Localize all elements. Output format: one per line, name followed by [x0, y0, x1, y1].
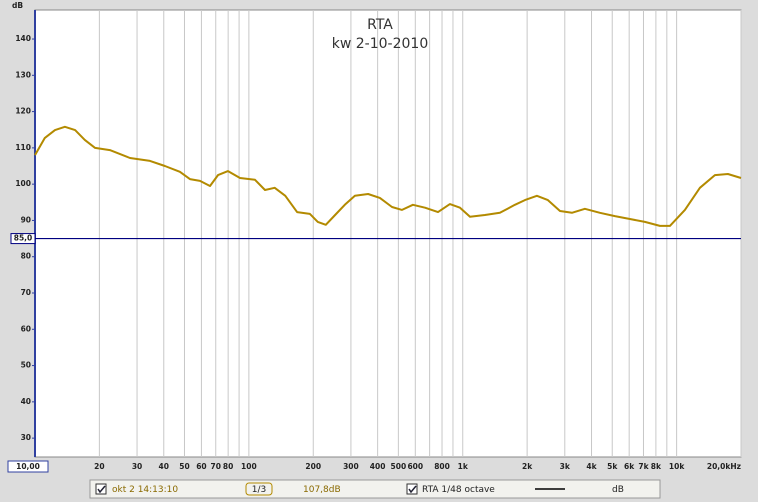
- x-tick-label: 400: [370, 462, 386, 471]
- legend-rta[interactable]: RTA 1/48 octave: [422, 485, 495, 495]
- legend-unit: dB: [612, 485, 624, 495]
- x-tick-label: 300: [343, 462, 359, 471]
- x-tick-label: 200: [305, 462, 321, 471]
- y-tick-label: 70: [21, 288, 31, 297]
- x-tick-label: 2k: [522, 462, 533, 471]
- x-tick-label: 1k: [458, 462, 469, 471]
- y-tick-label: 30: [21, 433, 31, 442]
- grid: [34, 10, 742, 457]
- checkmark: [97, 485, 106, 494]
- legend-smoothing[interactable]: 1/3: [252, 485, 266, 495]
- chart-subtitle: kw 2-10-2010: [332, 36, 428, 52]
- x-tick-label: 60: [196, 462, 206, 471]
- x-tick-label: 800: [434, 462, 450, 471]
- series-line: [34, 125, 742, 227]
- y-tick-label: 110: [15, 143, 31, 152]
- legend-level: 107,8dB: [303, 485, 341, 495]
- legend-trace[interactable]: okt 2 14:13:10: [112, 485, 178, 495]
- x-tick-label: 500: [391, 462, 407, 471]
- plot-area: [34, 9, 742, 458]
- checkmark: [408, 485, 417, 494]
- y-tick-label: 90: [21, 215, 31, 224]
- marker-label: 85,0: [14, 234, 33, 243]
- legend-frame: [89, 479, 661, 499]
- checkbox[interactable]: [406, 483, 418, 495]
- x-tick-label: 100: [241, 462, 257, 471]
- y-unit: dB: [12, 1, 23, 10]
- x-tick-label: 3k: [560, 462, 571, 471]
- smoothing-box[interactable]: [245, 482, 273, 496]
- x-tick-label: 70: [211, 462, 221, 471]
- x-tick-label: 50: [179, 462, 189, 471]
- x-tick-label: 8k: [651, 462, 662, 471]
- x-tick-label: 20: [94, 462, 104, 471]
- y-tick-label: 60: [21, 324, 31, 333]
- x-tick-label: 10,00: [16, 462, 40, 471]
- x-tick-label: 4k: [586, 462, 597, 471]
- y-tick-label: 40: [21, 397, 31, 406]
- x-tick-label: 6k: [624, 462, 635, 471]
- checkbox[interactable]: [95, 483, 107, 495]
- x-tick-label: 5k: [607, 462, 618, 471]
- x-range-box: [7, 460, 49, 473]
- y-tick-label: 140: [15, 34, 31, 43]
- y-tick-label: 120: [15, 107, 31, 116]
- x-tick-label: 7k: [638, 462, 649, 471]
- chart-title: RTA: [367, 17, 393, 33]
- x-tick-label: 600: [407, 462, 423, 471]
- x-tick-label: 30: [132, 462, 142, 471]
- x-tick-label: 20,0kHz: [707, 462, 741, 471]
- y-tick-label: 130: [15, 70, 31, 79]
- y-tick-label: 80: [21, 252, 31, 261]
- marker-label-box: [10, 233, 36, 245]
- y-tick-label: 100: [15, 179, 31, 188]
- x-tick-label: 40: [159, 462, 169, 471]
- y-tick-label: 50: [21, 361, 31, 370]
- x-tick-label: 10k: [669, 462, 685, 471]
- x-tick-label: 80: [223, 462, 233, 471]
- legend-bar: okt 2 14:13:10 1/3 107,8dB RTA 1/48 octa…: [89, 479, 661, 499]
